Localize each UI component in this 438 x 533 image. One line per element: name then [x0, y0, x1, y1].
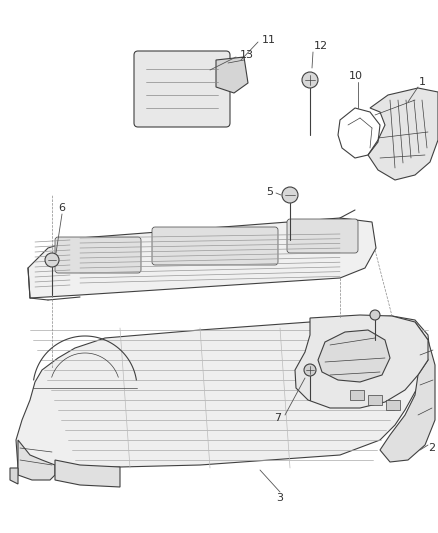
- Circle shape: [45, 253, 59, 267]
- FancyBboxPatch shape: [134, 51, 230, 127]
- FancyBboxPatch shape: [55, 237, 141, 273]
- FancyBboxPatch shape: [350, 390, 364, 400]
- Polygon shape: [16, 316, 430, 468]
- Polygon shape: [55, 460, 120, 487]
- Text: 7: 7: [275, 413, 282, 423]
- Text: 6: 6: [59, 203, 66, 213]
- Text: 13: 13: [240, 50, 254, 60]
- FancyBboxPatch shape: [152, 227, 278, 265]
- Circle shape: [282, 187, 298, 203]
- Text: 3: 3: [276, 493, 283, 503]
- Polygon shape: [318, 330, 390, 382]
- Text: 1: 1: [418, 77, 425, 87]
- Text: 10: 10: [349, 71, 363, 81]
- Text: 2: 2: [428, 443, 435, 453]
- Text: 5: 5: [266, 187, 273, 197]
- Polygon shape: [28, 218, 376, 298]
- FancyBboxPatch shape: [386, 400, 400, 410]
- FancyBboxPatch shape: [368, 395, 382, 405]
- Polygon shape: [368, 88, 438, 180]
- Polygon shape: [10, 468, 18, 484]
- Text: 11: 11: [262, 35, 276, 45]
- Circle shape: [302, 72, 318, 88]
- Polygon shape: [216, 57, 248, 93]
- Circle shape: [304, 364, 316, 376]
- Circle shape: [370, 310, 380, 320]
- Text: 12: 12: [314, 41, 328, 51]
- Polygon shape: [295, 315, 428, 408]
- Polygon shape: [18, 440, 55, 480]
- FancyBboxPatch shape: [287, 219, 358, 253]
- Polygon shape: [380, 322, 435, 462]
